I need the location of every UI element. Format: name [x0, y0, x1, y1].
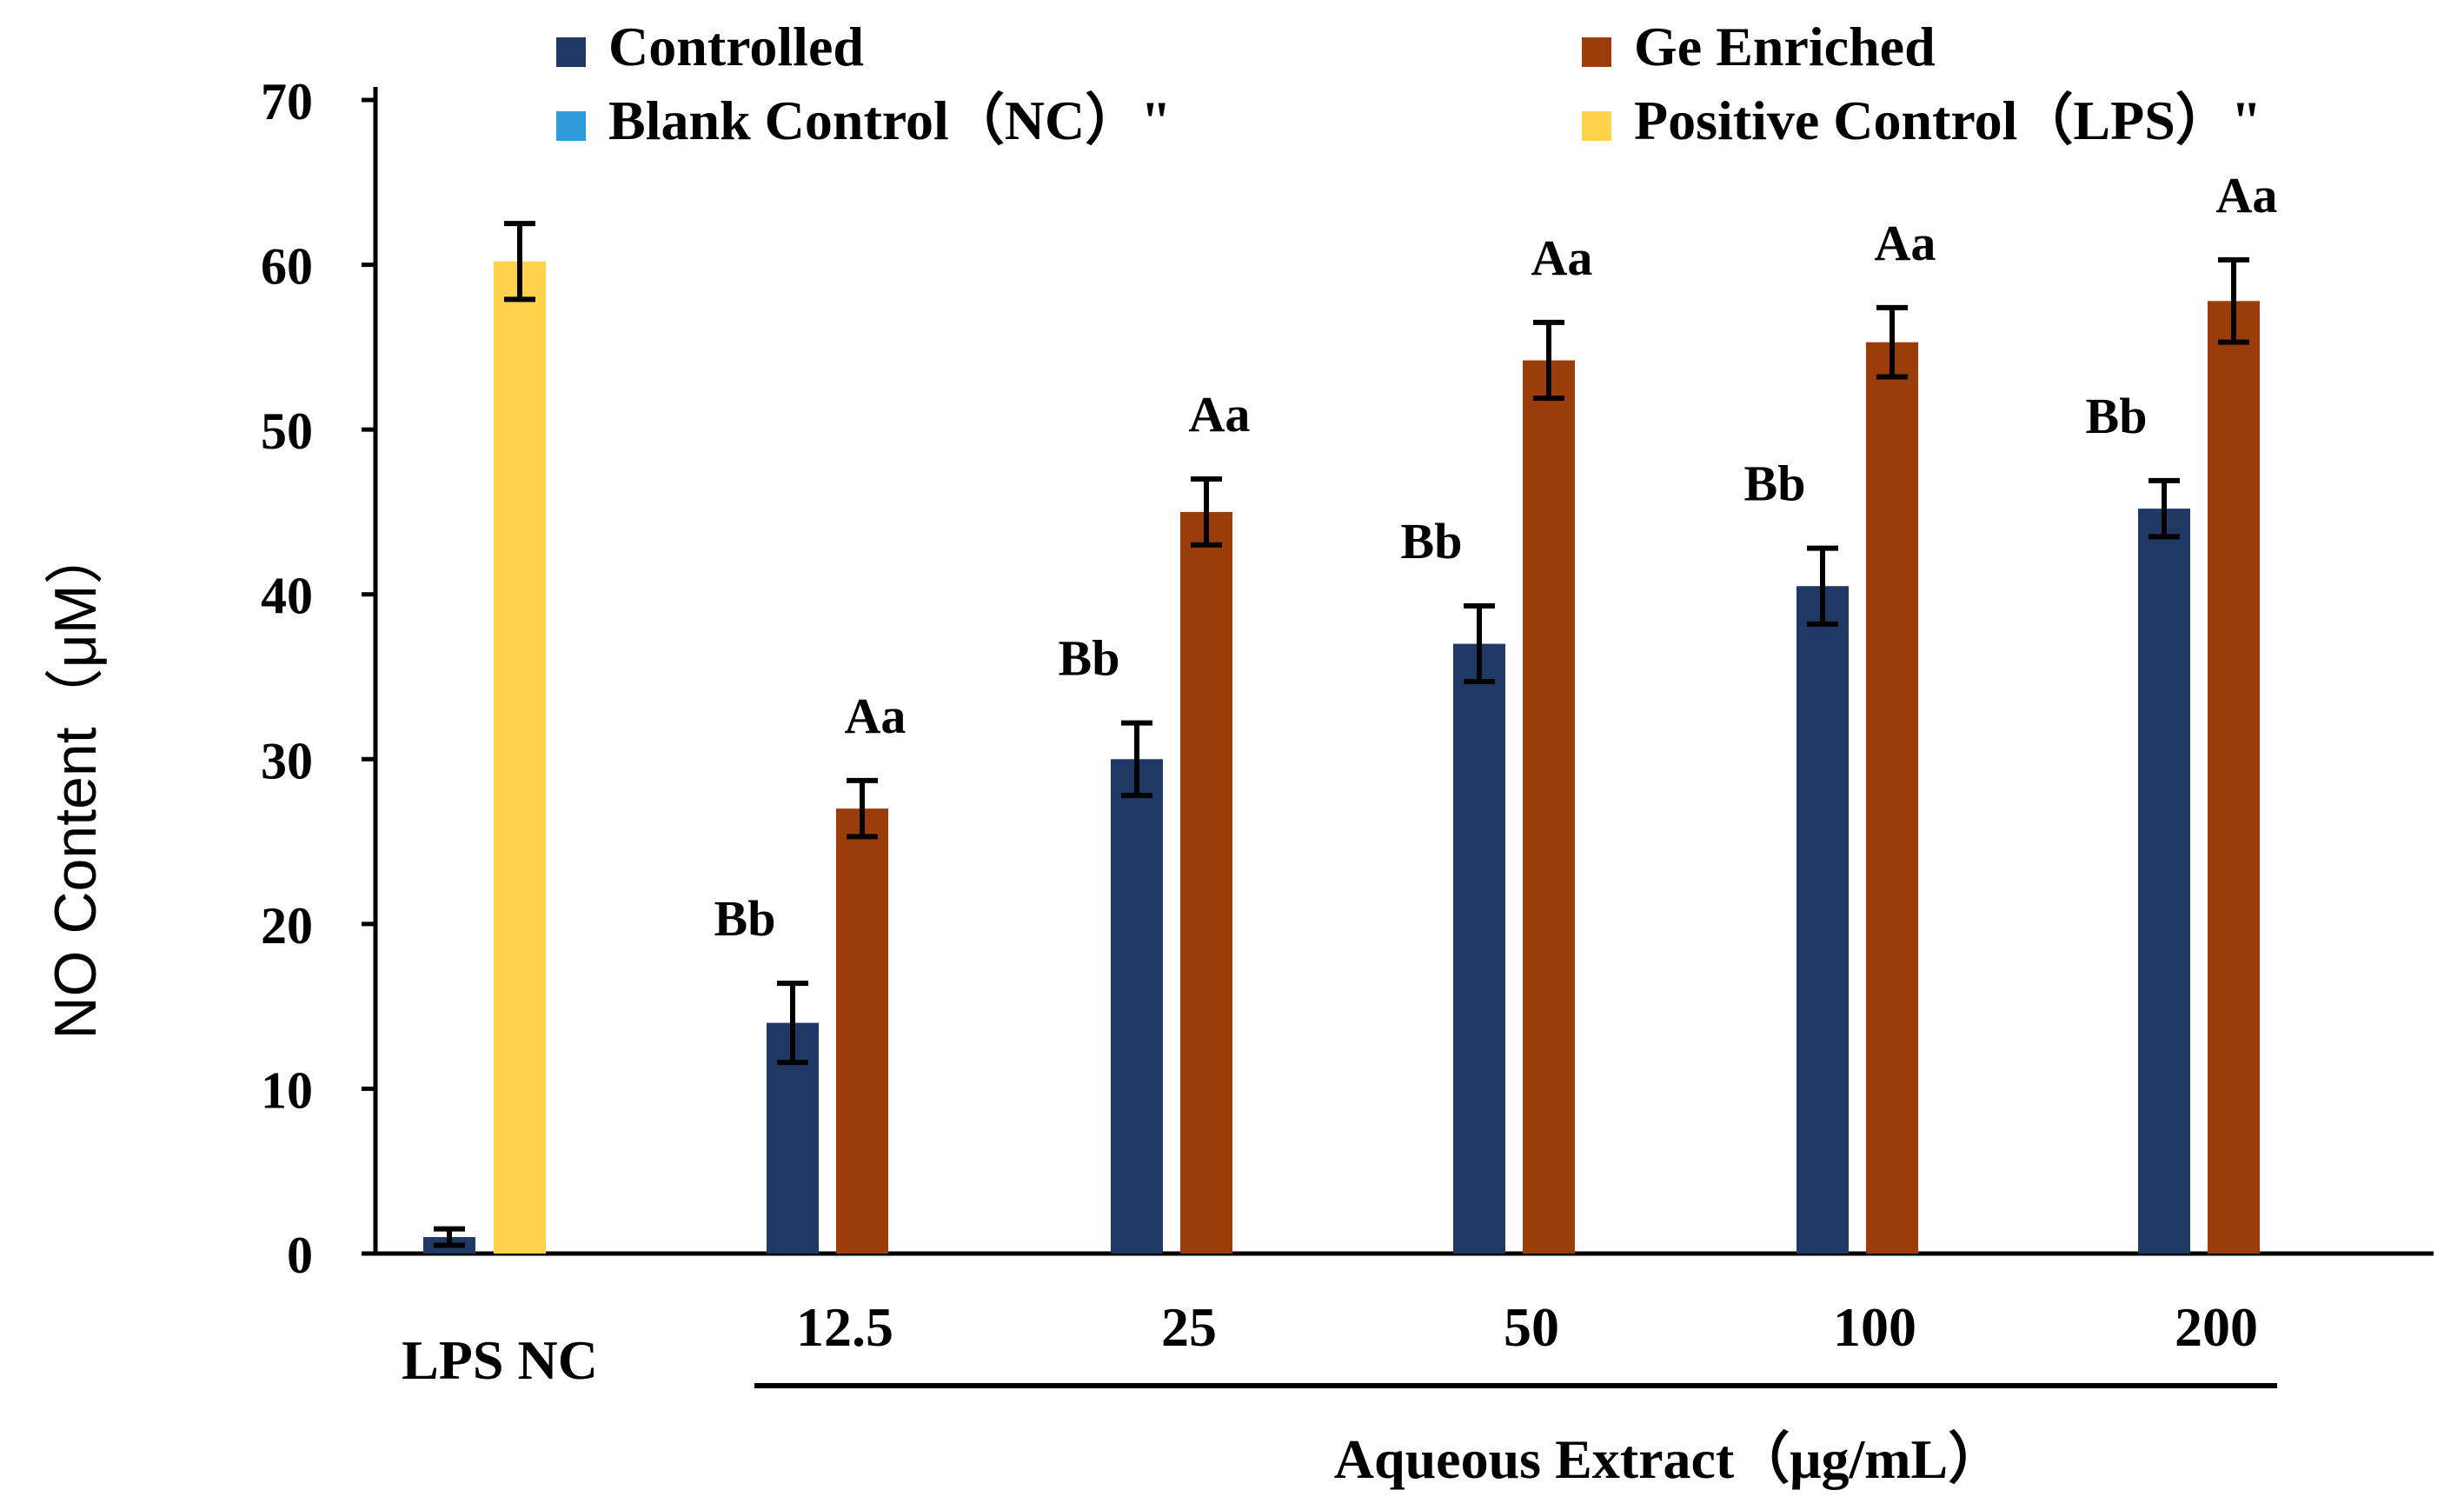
legend-label: Positive Control（LPS）" [1634, 90, 2261, 151]
legend-swatch [1582, 111, 1611, 141]
legend-label: Controlled [608, 16, 864, 77]
significance-label: Bb [2086, 388, 2148, 444]
bar-control [494, 261, 546, 1254]
significance-label: Aa [845, 688, 907, 744]
y-axis-label: NO Content（μM） [43, 526, 109, 1040]
legend-label: Blank Control（NC）" [608, 90, 1172, 151]
bar-ge-enriched [1523, 360, 1575, 1254]
bar-controlled [1453, 643, 1505, 1254]
legend: Controlled Ge Enriched Blank Control（NC）" P… [556, 16, 2261, 151]
significance-label: Bb [1744, 456, 1806, 512]
bars: Bb Aa Bb Aa Bb Aa Bb Aa Bb Aa [423, 167, 2277, 1254]
bar-ge-enriched [1180, 511, 1232, 1254]
bar-controlled [1111, 759, 1163, 1254]
significance-label: Aa [1531, 229, 1593, 286]
x-tick-label: 12.5 [796, 1296, 893, 1358]
y-tick-label: 30 [261, 732, 313, 789]
significance-label: Bb [1401, 513, 1463, 569]
x-axis-label: Aqueous Extract（μg/mL） [1334, 1428, 2004, 1490]
significance-label: Aa [1189, 386, 1251, 442]
significance-label: Bb [714, 890, 776, 947]
x-tick-label: 200 [2175, 1296, 2258, 1358]
y-tick-label: 0 [287, 1227, 313, 1284]
x-categories: LPS NC 12.5 25 50 100 200 [402, 1296, 2277, 1391]
y-tick-label: 10 [261, 1061, 313, 1119]
legend-swatch [556, 111, 586, 141]
x-tick-label: 100 [1833, 1296, 1916, 1358]
bar-ge-enriched [1866, 342, 1918, 1254]
x-tick-label: 25 [1161, 1296, 1217, 1358]
bar-controlled [1797, 586, 1849, 1254]
y-tick-label: 40 [261, 568, 313, 625]
bar-ge-enriched [836, 808, 888, 1254]
bar-controlled [2138, 509, 2190, 1254]
significance-label: Aa [2216, 167, 2278, 223]
legend-swatch [556, 37, 586, 67]
legend-swatch [1582, 37, 1611, 67]
bar-ge-enriched [2208, 301, 2260, 1254]
y-tick-label: 50 [261, 402, 313, 460]
axes: 0 10 20 30 40 50 60 70 [261, 73, 2434, 1284]
y-tick-label: 60 [261, 238, 313, 296]
x-tick-label: 50 [1504, 1296, 1559, 1358]
y-tick-label: 70 [261, 73, 313, 130]
legend-label: Ge Enriched [1634, 16, 1936, 77]
control-group-label: LPS NC [402, 1329, 598, 1391]
y-tick-label: 20 [261, 897, 313, 955]
significance-label: Bb [1059, 630, 1120, 687]
significance-label: Aa [1875, 215, 1936, 271]
